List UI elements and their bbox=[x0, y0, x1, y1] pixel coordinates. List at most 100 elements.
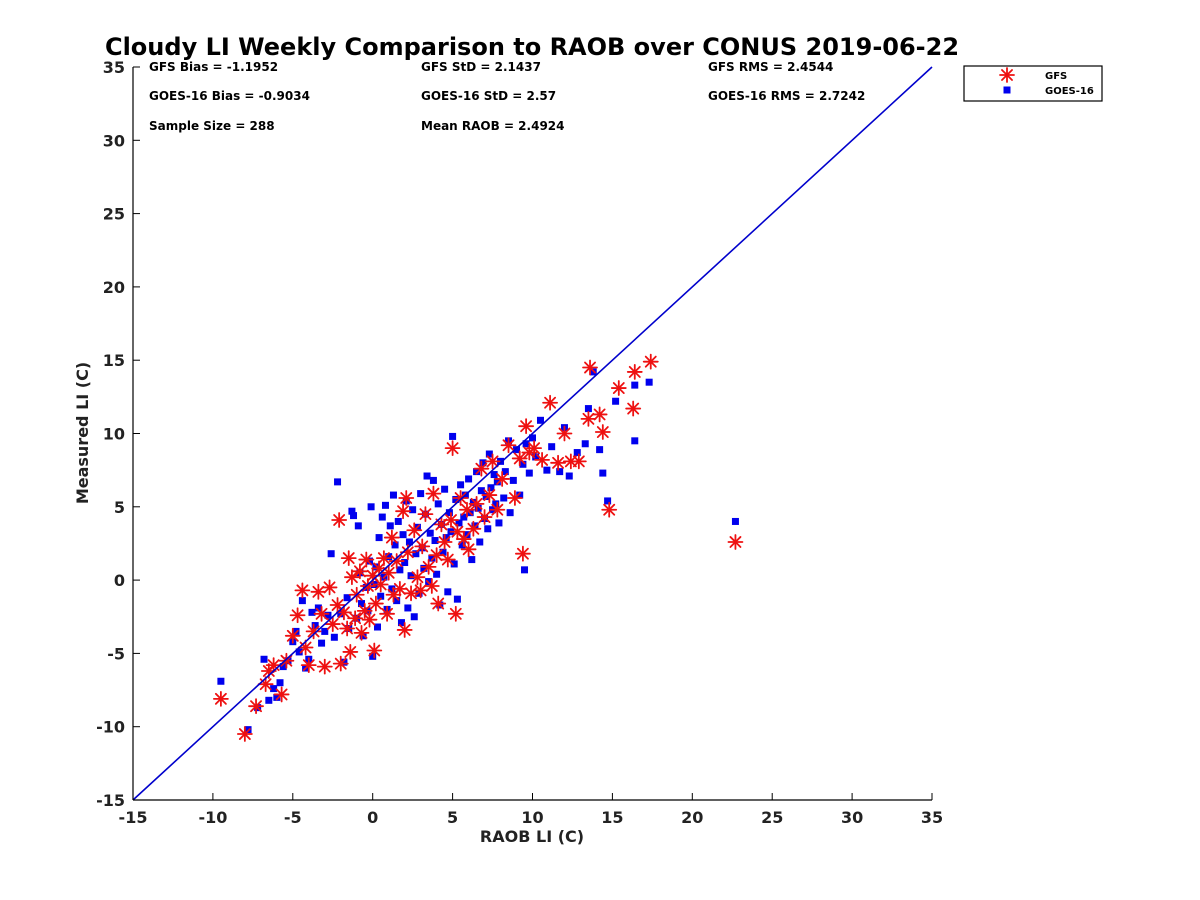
gfs-point bbox=[515, 545, 531, 562]
goes-point bbox=[471, 522, 479, 530]
gfs-point bbox=[425, 485, 442, 502]
goes-point bbox=[334, 478, 342, 486]
gfs-point bbox=[316, 658, 333, 675]
goes-point bbox=[396, 566, 404, 574]
gfs-point bbox=[439, 551, 456, 568]
goes-point bbox=[397, 619, 405, 627]
gfs-point bbox=[489, 501, 506, 518]
goes-point bbox=[473, 468, 481, 476]
goes-point bbox=[477, 487, 485, 495]
goes-point bbox=[484, 525, 492, 533]
gfs-point bbox=[459, 501, 475, 518]
goes-point bbox=[519, 460, 527, 468]
gfs-point bbox=[550, 454, 566, 471]
y-tick-label: 10 bbox=[103, 425, 125, 444]
goes-point bbox=[469, 498, 477, 506]
goes-point bbox=[358, 600, 366, 608]
gfs-point bbox=[403, 585, 419, 602]
gfs-point bbox=[342, 644, 359, 660]
goes-point bbox=[465, 475, 473, 483]
goes-point bbox=[373, 623, 381, 631]
goes-point bbox=[482, 493, 490, 501]
goes-point bbox=[434, 500, 442, 508]
gfs-point bbox=[417, 506, 434, 523]
gfs-point bbox=[313, 605, 330, 622]
x-tick-label: 15 bbox=[601, 808, 623, 827]
gfs-point bbox=[476, 509, 493, 525]
goes-point bbox=[731, 517, 739, 525]
gfs-point bbox=[500, 437, 517, 454]
stat-goes-rms: GOES-16 RMS = 2.7242 bbox=[708, 89, 865, 103]
gfs-point bbox=[273, 686, 290, 703]
legend-box bbox=[963, 65, 1103, 102]
goes-point bbox=[581, 440, 589, 448]
stat-sample-size: Sample Size = 288 bbox=[149, 119, 275, 133]
goes-point bbox=[273, 693, 281, 701]
gfs-point bbox=[601, 501, 618, 518]
gfs-point bbox=[284, 627, 301, 644]
goes-point bbox=[445, 509, 453, 517]
goes-point bbox=[455, 519, 463, 527]
goes-point bbox=[399, 531, 407, 539]
gfs-point bbox=[436, 534, 453, 550]
gfs-point bbox=[556, 425, 573, 442]
goes-point bbox=[393, 597, 401, 605]
gfs-point bbox=[542, 394, 558, 411]
y-tick-label: -10 bbox=[96, 718, 125, 737]
gfs-point bbox=[443, 512, 459, 528]
y-axis-label: Measured LI (C) bbox=[73, 362, 92, 504]
gfs-point bbox=[594, 424, 611, 440]
gfs-point bbox=[423, 578, 440, 594]
gfs-point bbox=[321, 579, 338, 596]
goes-point bbox=[441, 485, 449, 493]
goes-point bbox=[439, 548, 447, 556]
goes-point bbox=[359, 632, 367, 640]
gfs-point bbox=[356, 602, 373, 619]
y-tick-label: -15 bbox=[96, 791, 125, 810]
goes-point bbox=[522, 440, 530, 448]
x-tick-label: -15 bbox=[119, 808, 148, 827]
gfs-point bbox=[332, 655, 349, 672]
x-tick-label: 0 bbox=[367, 808, 378, 827]
goes-point bbox=[318, 639, 326, 647]
gfs-point bbox=[396, 622, 413, 638]
gfs-point bbox=[347, 610, 364, 627]
goes-point bbox=[556, 468, 564, 476]
gfs-point bbox=[473, 460, 490, 477]
gfs-point bbox=[484, 453, 501, 470]
goes-point bbox=[449, 432, 457, 440]
goes-point bbox=[457, 481, 465, 489]
x-tick-label: 5 bbox=[447, 808, 458, 827]
gfs-point bbox=[379, 605, 395, 622]
gfs-point bbox=[361, 611, 378, 628]
goes-point bbox=[429, 476, 437, 484]
gfs-point bbox=[372, 576, 389, 593]
goes-point bbox=[536, 416, 544, 424]
goes-point bbox=[389, 491, 397, 499]
goes-point bbox=[468, 556, 476, 564]
goes-point bbox=[521, 566, 529, 574]
goes-point bbox=[321, 627, 329, 635]
goes-point bbox=[501, 468, 509, 476]
goes-point bbox=[407, 572, 415, 580]
gfs-point bbox=[455, 531, 472, 547]
y-tick-label: 0 bbox=[114, 571, 125, 590]
gfs-point bbox=[294, 582, 311, 599]
goes-point bbox=[409, 506, 417, 514]
gfs-point bbox=[610, 380, 627, 396]
goes-point bbox=[295, 648, 303, 656]
gfs-point bbox=[248, 698, 264, 715]
stat-gfs-rms: GFS RMS = 2.4544 bbox=[708, 60, 833, 74]
x-tick-label: 30 bbox=[841, 808, 863, 827]
goes-point bbox=[513, 446, 521, 454]
one-to-one-line bbox=[132, 66, 933, 801]
gfs-point bbox=[580, 410, 597, 427]
goes-point bbox=[490, 471, 498, 479]
goes-point bbox=[487, 484, 495, 492]
goes-point bbox=[431, 537, 439, 545]
goes-point bbox=[372, 563, 380, 571]
gfs-point bbox=[388, 553, 405, 569]
y-tick-label: 20 bbox=[103, 278, 125, 297]
gfs-point bbox=[366, 642, 383, 659]
gfs-point bbox=[380, 564, 397, 581]
